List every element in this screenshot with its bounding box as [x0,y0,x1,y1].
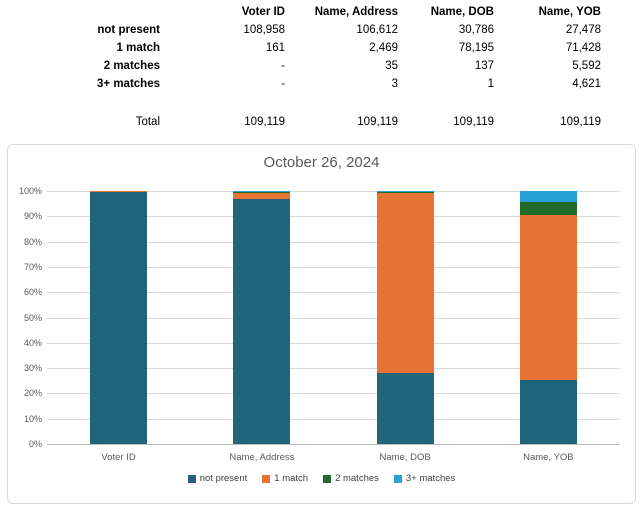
legend-swatch [393,474,402,483]
table-cell: 109,119 [357,116,398,128]
legend-item[interactable]: 1 match [262,473,308,484]
bar-segment[interactable] [233,192,291,194]
bar-segment[interactable] [233,191,291,193]
table-cell: 71,428 [565,42,601,54]
column-header-name-address: Name, Address [314,6,398,18]
table-cell: 1 [487,78,494,90]
table-cell: 35 [385,60,398,72]
bar-segment[interactable] [233,193,291,200]
table-cell: 161 [265,42,285,54]
bar-segment[interactable] [90,192,148,444]
y-axis-tick-label: 100% [18,186,42,196]
column-header-voter-id: Voter ID [241,6,285,18]
table-row: 2 matches - 35 137 5,592 [0,57,610,75]
table-cell: 109,119 [244,116,285,128]
x-axis-category-label: Name, Address [229,452,295,463]
corner-cell [0,3,160,21]
table-cell: 27,478 [565,24,601,36]
gridline [47,393,620,395]
bar-segment[interactable] [376,193,434,373]
y-axis-tick-label: 70% [23,261,42,272]
gridline [47,317,620,319]
column-header-name-yob: Name, YOB [538,6,601,18]
stacked-bar-chart[interactable]: October 26, 2024 0% 10% 20% 30% 40% 50% 60% 70%… [7,144,636,504]
table-row-total: Total 109,119 109,119 109,119 109,119 [0,113,610,131]
bar-segment[interactable] [519,214,577,381]
legend-item[interactable]: not present [187,473,248,484]
y-axis-tick-label: 10% [23,413,42,424]
table-cell: 108,958 [243,24,285,36]
x-axis-category-label: Name, YOB [523,452,574,463]
gridline [47,418,620,420]
legend-label: not present [199,473,248,484]
row-label: 3+ matches [97,78,160,90]
legend-item[interactable]: 3+ matches [393,473,456,484]
y-axis-tick-label: 50% [23,312,42,323]
legend-label: 1 match [274,473,309,484]
table-row: 3+ matches - 3 1 4,621 [0,75,610,93]
gridline [47,342,620,344]
x-axis-category-label: Voter ID [101,452,136,463]
gridline [47,191,620,192]
table-cell: 78,195 [458,42,494,54]
bar-segment[interactable] [233,199,291,444]
y-axis-tick-label: 40% [23,337,42,348]
row-label: 2 matches [103,60,160,72]
y-axis-tick-label: 30% [23,363,42,374]
table-row: 1 match 161 2,469 78,195 71,428 [0,39,610,57]
legend-swatch [262,474,271,483]
bar-segment[interactable] [376,192,434,194]
bar-segment[interactable] [519,201,577,215]
table-cell: 4,621 [572,78,601,90]
table-cell: 109,119 [560,116,601,128]
bar-segment[interactable] [519,191,577,202]
gridline [47,266,620,268]
bar-segment[interactable] [519,380,577,444]
y-axis-tick-label: 0% [28,439,42,449]
summary-table: Voter ID Name, Address Name, DOB Name, Y… [0,3,610,131]
row-label-total: Total [135,116,160,128]
legend-item[interactable]: 2 matches [323,473,379,484]
row-label: not present [97,24,160,36]
row-label: 1 match [116,42,160,54]
x-axis-category-label: Name, DOB [379,452,431,463]
column-header-name-dob: Name, DOB [430,6,494,18]
bar-segment[interactable] [376,372,434,444]
bar-segment[interactable] [376,191,434,193]
chart-title: October 26, 2024 [263,154,380,171]
table-row: not present 108,958 106,612 30,786 27,47… [0,21,610,39]
gridline [47,368,620,370]
table-cell: 5,592 [572,60,601,72]
y-axis-tick-label: 60% [23,287,42,298]
gridline [47,216,620,218]
table-cell: 2,469 [369,42,398,54]
legend-swatch [323,474,332,483]
y-axis-tick-label: 20% [23,388,42,399]
table-cell: 109,119 [453,116,494,128]
gridline [47,241,620,243]
legend-swatch [187,474,196,483]
table-cell: 106,612 [356,24,398,36]
y-axis-tick-label: 90% [23,211,42,222]
y-axis-tick-label: 80% [23,236,42,247]
legend-label: 2 matches [335,473,379,484]
gridline [47,292,620,294]
table-cell: - [281,60,285,72]
table-cell: 137 [474,60,494,72]
chart-legend: not present 1 match 2 matches 3+ matches [8,473,635,484]
bar-segment[interactable] [90,191,148,193]
table-cell: 3 [391,78,398,90]
table-cell: - [281,78,285,90]
table-header-row: Voter ID Name, Address Name, DOB Name, Y… [0,3,610,21]
x-axis-line [47,444,620,445]
legend-label: 3+ matches [405,473,456,484]
table-cell: 30,786 [458,24,494,36]
